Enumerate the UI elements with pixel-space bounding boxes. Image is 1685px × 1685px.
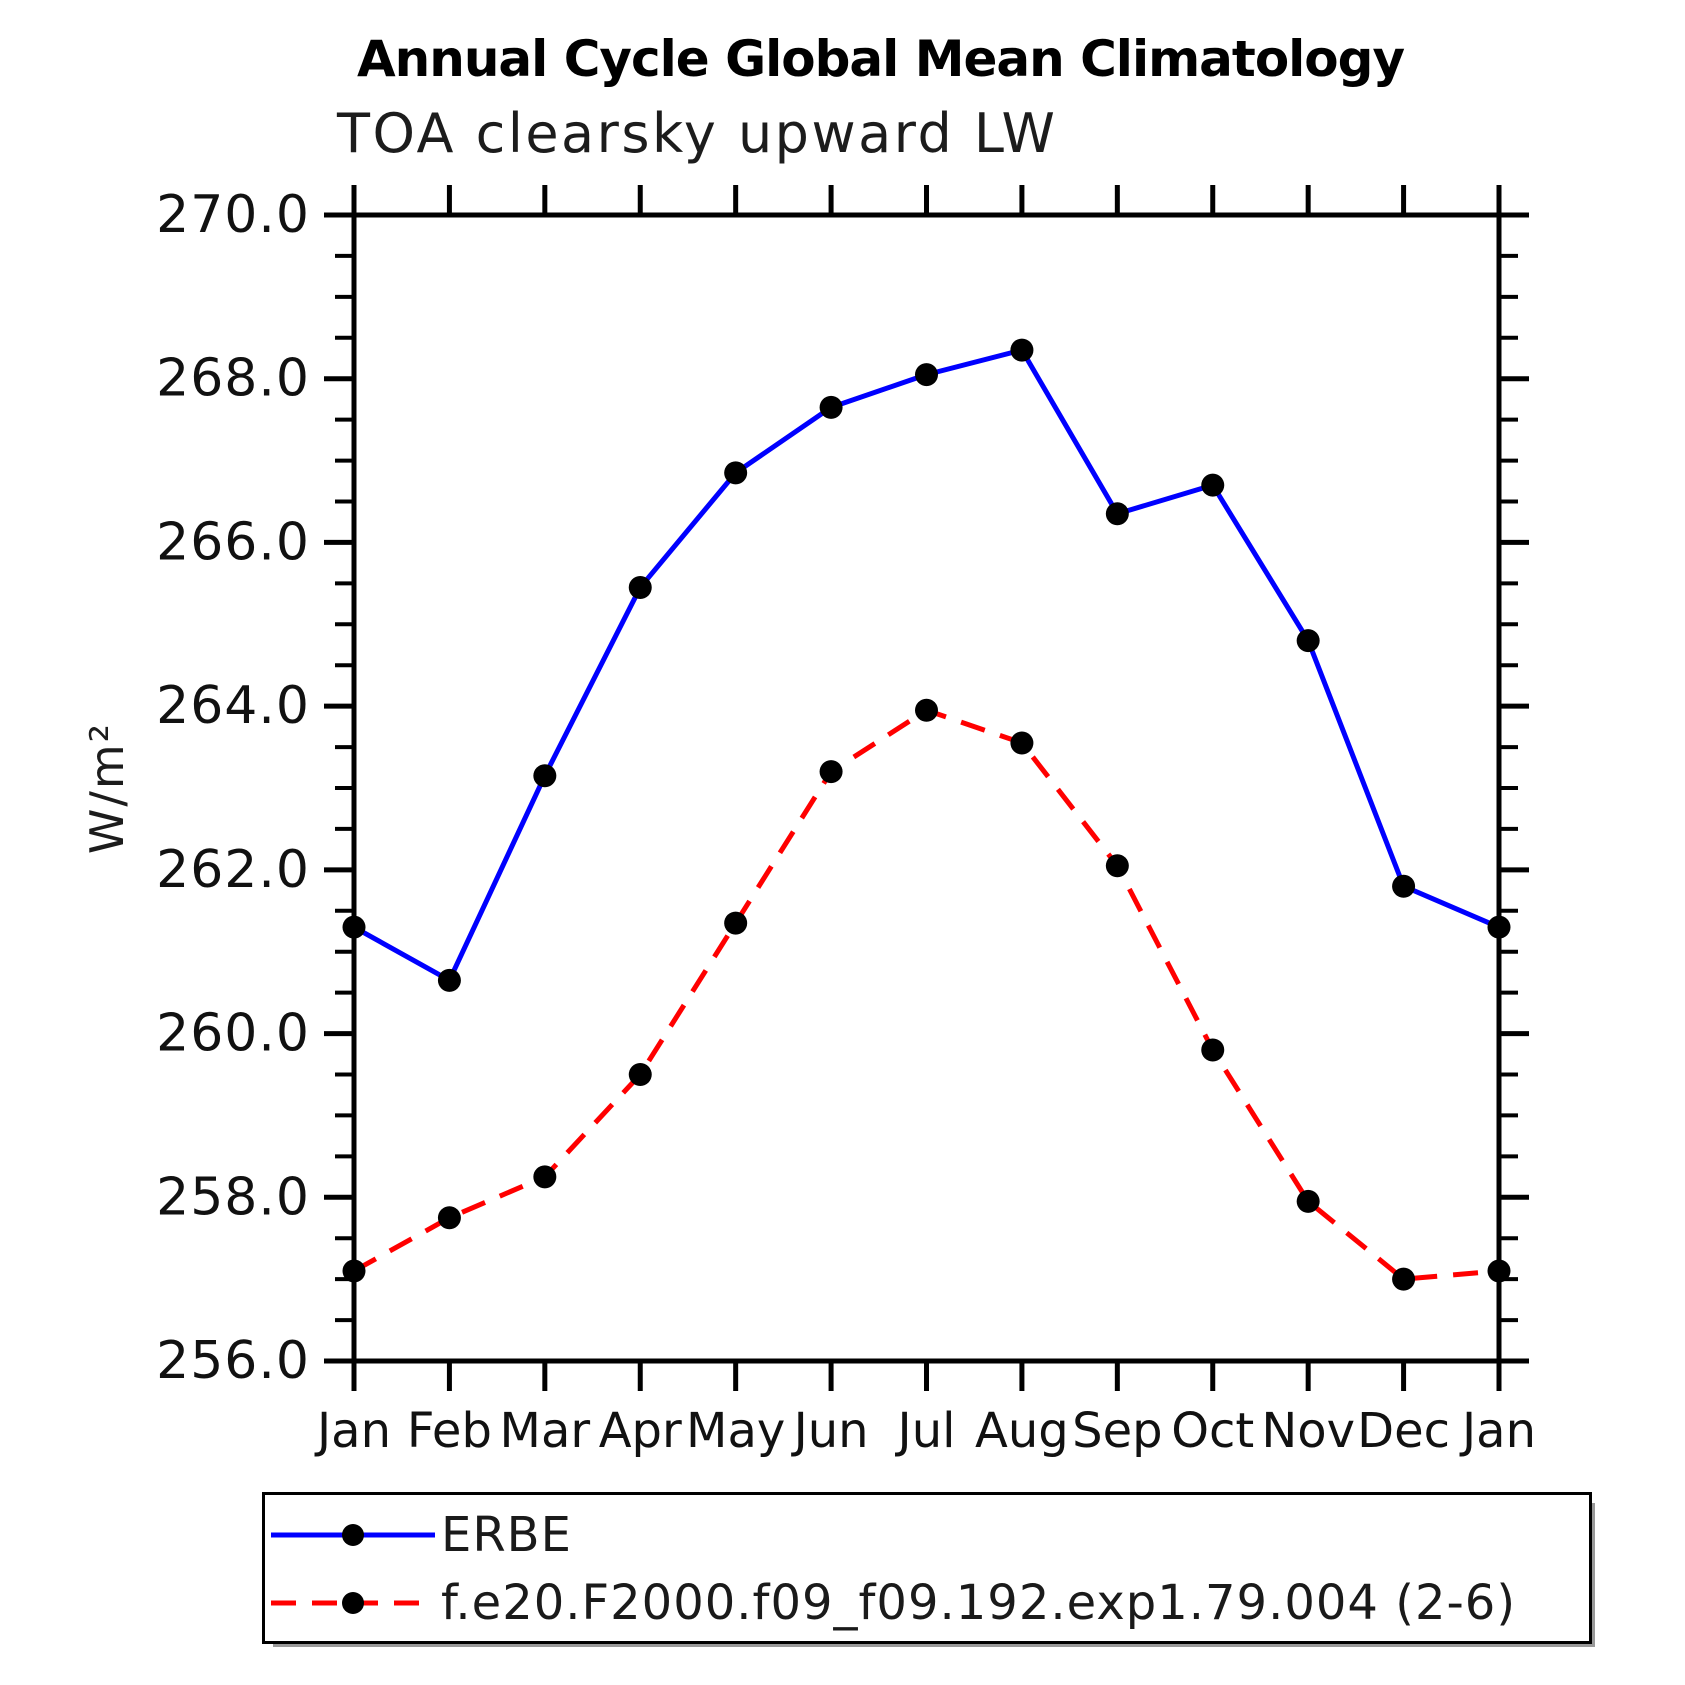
x-tick-label: Feb [407, 1403, 492, 1459]
x-tick-label: Jan [314, 1403, 391, 1459]
data-point [1010, 731, 1034, 755]
data-point [628, 575, 652, 599]
x-tick-label: Jul [895, 1403, 956, 1459]
legend-label-erbe: ERBE [441, 1507, 572, 1563]
data-point [1105, 854, 1129, 878]
data-point [1201, 1038, 1225, 1062]
x-tick-label: Oct [1171, 1403, 1254, 1459]
chart-subtitle: TOA clearsky upward LW [337, 102, 1058, 165]
x-tick-label: Mar [500, 1403, 591, 1459]
data-point [1296, 629, 1320, 653]
y-tick-label: 256.0 [156, 1331, 310, 1391]
legend-entry-erbe: ERBE [268, 1507, 572, 1563]
y-tick-label: 262.0 [156, 840, 310, 900]
y-tick-label: 268.0 [156, 349, 310, 409]
data-point [915, 698, 938, 722]
data-point [1392, 874, 1416, 898]
y-tick-label: 264.0 [156, 676, 310, 736]
x-tick-label: Aug [975, 1403, 1069, 1459]
data-point [342, 915, 366, 939]
data-point [533, 1165, 557, 1189]
legend-label-model: f.e20.F2000.f09_f09.192.exp1.79.004 (2-6… [441, 1575, 1517, 1631]
legend-box: ERBE f.e20.F2000.f09_f09.192.exp1.79.004… [262, 1492, 1592, 1644]
y-tick-label: 266.0 [156, 512, 310, 572]
chart-title: Annual Cycle Global Mean Climatology [356, 30, 1405, 88]
legend-entry-model: f.e20.F2000.f09_f09.192.exp1.79.004 (2-6… [268, 1575, 1517, 1631]
series-line-1 [352, 707, 1500, 1282]
series-line-0 [352, 347, 1500, 983]
x-tick-label: Jun [791, 1403, 869, 1459]
data-point [437, 1206, 461, 1230]
data-point [437, 968, 461, 992]
data-point [819, 395, 843, 419]
data-point [628, 1063, 652, 1086]
x-tick-label: Nov [1261, 1403, 1355, 1459]
data-point [533, 764, 557, 788]
data-point [1392, 1267, 1416, 1291]
axis-frame [351, 212, 1502, 1364]
data-point [819, 760, 843, 784]
y-tick-label: 258.0 [156, 1167, 310, 1227]
legend-marker-icon [342, 1524, 364, 1546]
data-point [1487, 1259, 1511, 1283]
y-tick-label: 270.0 [156, 185, 310, 245]
x-tick-label: Sep [1072, 1403, 1162, 1459]
legend-marker-icon [342, 1592, 364, 1614]
data-point [724, 461, 748, 485]
legend-line-sample-solid [271, 1524, 435, 1546]
y-tick-label: 260.0 [156, 1004, 310, 1064]
x-tick-label: Jan [1459, 1403, 1536, 1459]
x-tick-label: Apr [599, 1403, 682, 1459]
data-point [1010, 338, 1034, 362]
x-tick-label: May [686, 1403, 785, 1459]
data-point [724, 911, 748, 935]
data-point [1487, 915, 1511, 939]
data-point [915, 363, 938, 387]
legend-line-sample-dashed [271, 1592, 435, 1614]
data-point [1296, 1189, 1320, 1213]
x-tick-label: Dec [1357, 1403, 1450, 1459]
data-point [1105, 502, 1129, 526]
data-point [1201, 473, 1225, 497]
data-point [342, 1259, 366, 1283]
